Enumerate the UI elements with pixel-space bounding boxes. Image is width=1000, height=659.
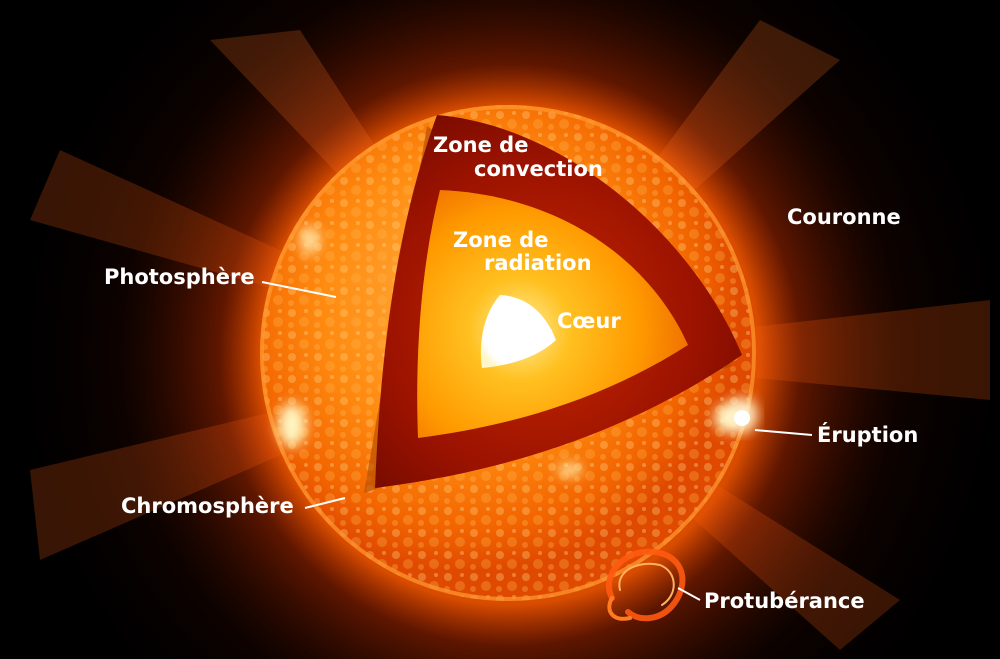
radiation-zone-label-line1: Zone de [453,228,548,252]
chromosphere-rim [260,105,756,601]
core [480,295,556,368]
radiation-zone-label-line2: radiation [484,251,592,275]
prominence-label: Protubérance [704,589,865,613]
chromosphere-leader [304,497,346,509]
flare-label: Éruption [817,422,918,447]
prominence [605,548,686,622]
prominence-leader [677,587,701,601]
photosphere-label: Photosphère [104,265,255,289]
core-label: Cœur [557,309,621,333]
radiation-zone [417,190,688,438]
photosphere-leader [261,281,337,298]
core-leader [539,329,553,337]
convection-zone-label-line1: Zone de [433,133,528,157]
flare-leader [754,429,813,436]
chromosphere-label: Chromosphère [121,494,294,518]
flare [726,397,758,433]
convection-zone-label-line2: convection [474,157,603,181]
corona-label: Couronne [787,205,901,229]
